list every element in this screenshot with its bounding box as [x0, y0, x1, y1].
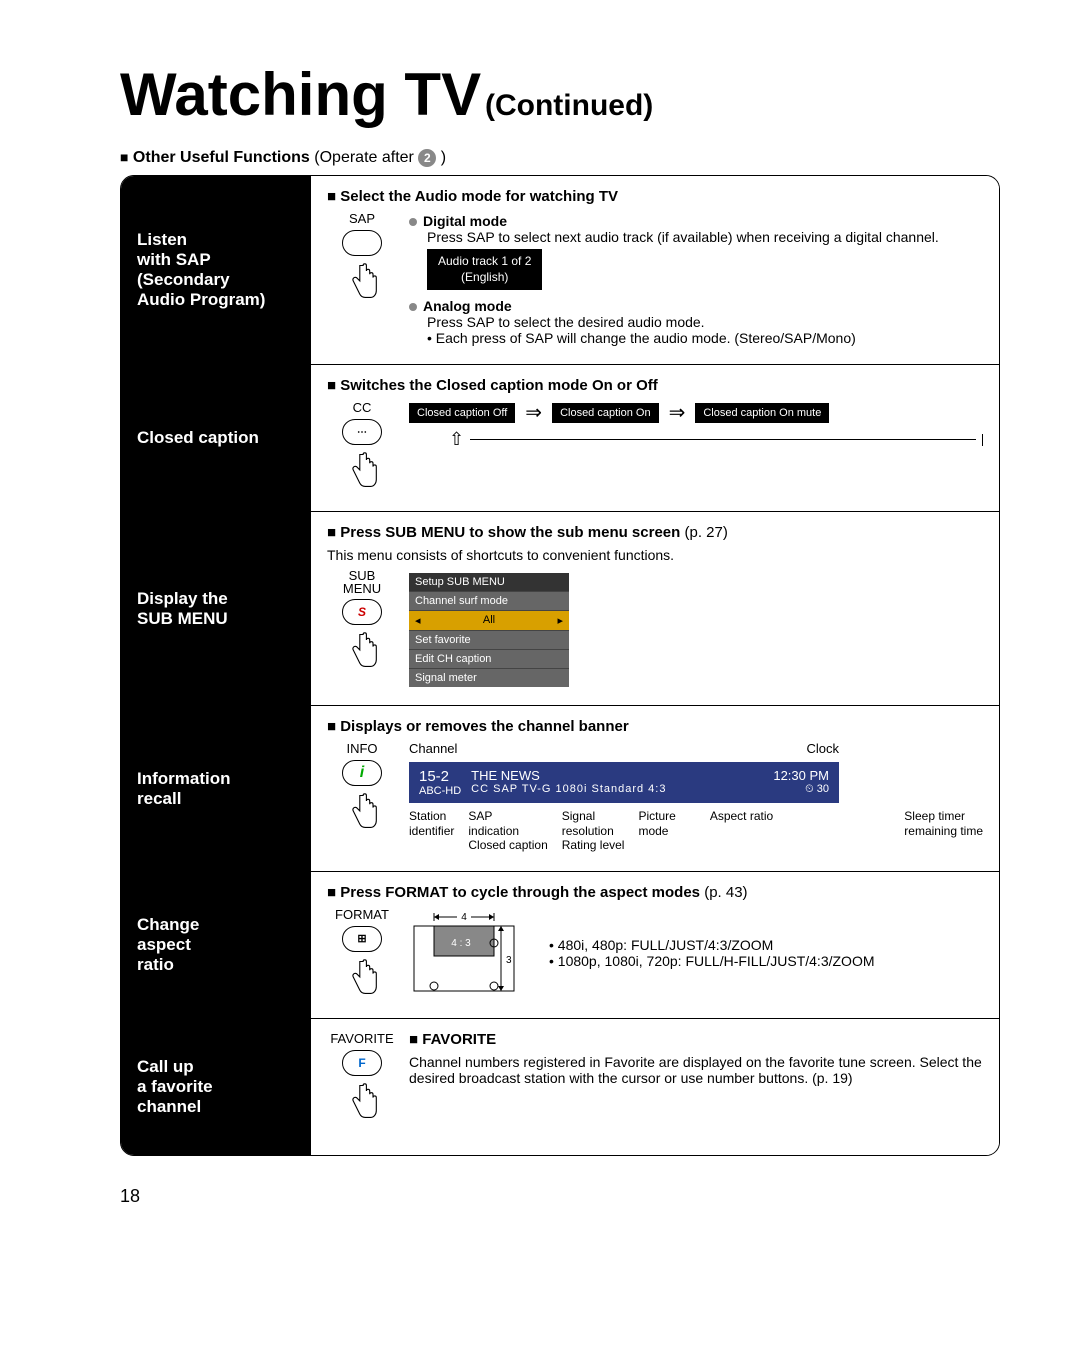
row-info: Information recall ■ Displays or removes…	[121, 706, 999, 871]
row-label-submenu: Display the SUB MENU	[121, 512, 311, 705]
osd-audio-track: Audio track 1 of 2 (English)	[427, 249, 542, 290]
format-button-icon: ⊞	[342, 926, 382, 952]
svg-text:3: 3	[506, 955, 512, 966]
hand-icon	[345, 260, 379, 304]
title-main: Watching TV	[120, 61, 481, 128]
row-format: Change aspect ratio ■ Press FORMAT to cy…	[121, 872, 999, 1019]
submenu-osd: Setup SUB MENU Channel surf mode ◂All▸ S…	[409, 573, 569, 687]
sap-heading: ■ Select the Audio mode for watching TV	[327, 188, 983, 205]
arrow-icon: ⇒	[669, 400, 686, 425]
cc-heading: ■ Switches the Closed caption mode On or…	[327, 377, 983, 394]
submenu-button-icon: S	[342, 599, 382, 625]
row-label-info: Information recall	[121, 706, 311, 870]
page-title: Watching TV (Continued)	[120, 60, 1000, 129]
svg-text:4 : 3: 4 : 3	[451, 938, 471, 949]
row-sap: Listen with SAP (Secondary Audio Program…	[121, 176, 999, 365]
hand-icon	[345, 790, 379, 834]
info-button-icon: i	[342, 760, 382, 786]
row-cc: Closed caption ■ Switches the Closed cap…	[121, 365, 999, 512]
section-header: ■ Other Useful Functions (Operate after …	[120, 149, 1000, 167]
favorite-button-icon: F	[342, 1050, 382, 1076]
row-label-favorite: Call up a favorite channel	[121, 1019, 311, 1155]
hand-icon	[345, 956, 379, 1000]
row-favorite: Call up a favorite channel FAVORITE F ■ …	[121, 1019, 999, 1155]
row-label-sap: Listen with SAP (Secondary Audio Program…	[121, 176, 311, 364]
sap-button-icon	[342, 230, 382, 256]
functions-table: Listen with SAP (Secondary Audio Program…	[120, 175, 1000, 1155]
cc-flow-diagram: Closed caption Off ⇒ Closed caption On ⇒…	[409, 400, 983, 425]
row-label-format: Change aspect ratio	[121, 872, 311, 1018]
return-arrow: ⇧	[449, 429, 983, 450]
hand-icon	[345, 629, 379, 673]
sap-button-col: SAP	[327, 211, 397, 346]
manual-page: Watching TV (Continued) ■ Other Useful F…	[0, 0, 1080, 1247]
row-label-cc: Closed caption	[121, 365, 311, 511]
hand-icon	[345, 1080, 379, 1124]
hand-icon	[345, 449, 379, 493]
page-number: 18	[120, 1186, 1000, 1207]
banner-labels: Station identifier SAP indication Closed…	[409, 809, 983, 852]
row-submenu: Display the SUB MENU ■ Press SUB MENU to…	[121, 512, 999, 706]
svg-text:4: 4	[461, 912, 467, 923]
arrow-icon: ⇒	[525, 400, 542, 425]
aspect-diagram: 4 : 3 4 3	[409, 908, 519, 998]
cc-button-icon: ⋯	[342, 419, 382, 445]
step-2-icon: 2	[418, 149, 436, 167]
channel-banner: 15-2 ABC-HD THE NEWS CC SAP TV-G 1080i S…	[409, 762, 839, 803]
title-sub: (Continued)	[485, 89, 653, 122]
